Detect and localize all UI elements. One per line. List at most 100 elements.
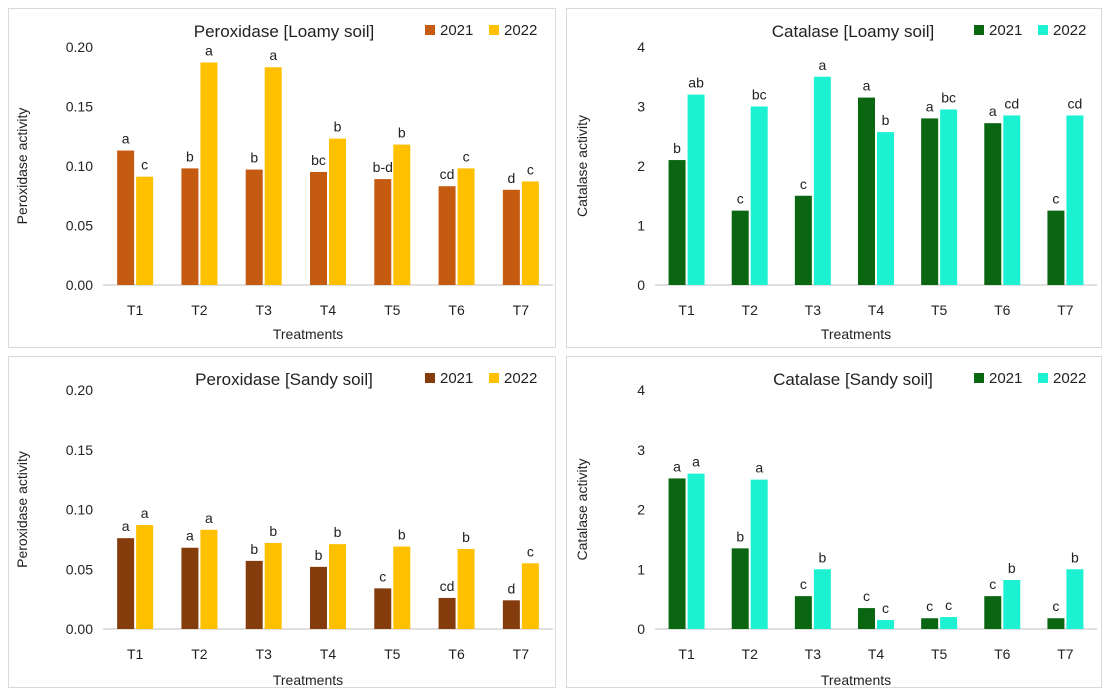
chart-title: Peroxidase [Loamy soil] xyxy=(194,22,374,41)
data-label-2022-T7: b xyxy=(1071,549,1079,565)
bar-2022-T5 xyxy=(393,144,411,285)
data-label-2022-T6: b xyxy=(462,529,470,545)
y-tick-label: 1 xyxy=(637,561,645,577)
x-axis-title: Treatments xyxy=(273,326,343,342)
data-label-2021-T3: b xyxy=(250,150,258,166)
bar-2022-T7 xyxy=(521,563,539,629)
chart-title: Peroxidase [Sandy soil] xyxy=(195,370,373,389)
data-label-2022-T6: c xyxy=(463,148,470,164)
x-tick-label-T6: T6 xyxy=(994,302,1011,318)
bar-2021-T6 xyxy=(984,596,1002,629)
data-label-2021-T6: cd xyxy=(440,166,455,182)
data-label-2021-T1: a xyxy=(122,131,130,147)
data-label-2022-T7: c xyxy=(527,543,534,559)
data-label-2022-T7: cd xyxy=(1068,95,1083,111)
y-axis-title: Peroxidase activity xyxy=(14,451,30,568)
bar-2021-T1 xyxy=(668,478,686,629)
bar-2022-T5 xyxy=(940,109,958,285)
data-label-2021-T7: d xyxy=(507,580,515,596)
bar-2021-T5 xyxy=(374,179,392,285)
x-tick-label-T3: T3 xyxy=(805,646,822,662)
data-label-2022-T5: b xyxy=(398,527,406,543)
x-tick-label-T6: T6 xyxy=(448,302,465,318)
bar-2021-T2 xyxy=(181,547,199,629)
data-label-2021-T3: c xyxy=(800,176,807,192)
x-tick-label-T2: T2 xyxy=(191,646,208,662)
bar-2022-T6 xyxy=(1003,115,1021,285)
data-label-2021-T2: b xyxy=(186,148,194,164)
x-tick-label-T7: T7 xyxy=(513,646,530,662)
legend-swatch-2021 xyxy=(974,373,984,383)
y-tick-label: 0.05 xyxy=(66,218,93,234)
bar-2021-T3 xyxy=(245,560,263,629)
data-label-2021-T5: a xyxy=(926,98,934,114)
legend-label-2021: 2021 xyxy=(440,370,473,387)
bar-2022-T6 xyxy=(457,168,475,285)
chart-title: Catalase [Loamy soil] xyxy=(772,22,935,41)
bar-2021-T2 xyxy=(181,168,199,285)
y-axis-title: Peroxidase activity xyxy=(14,108,30,225)
bar-2022-T4 xyxy=(877,132,894,285)
data-label-2021-T7: c xyxy=(1052,191,1059,207)
x-tick-label-T2: T2 xyxy=(742,646,759,662)
x-tick-label-T7: T7 xyxy=(513,302,530,318)
legend-swatch-2022 xyxy=(489,25,499,35)
data-label-2021-T4: b xyxy=(315,547,323,563)
bar-2021-T4 xyxy=(310,566,327,629)
data-label-2021-T2: a xyxy=(186,528,194,544)
data-label-2022-T3: a xyxy=(818,57,826,73)
y-tick-label: 3 xyxy=(637,99,645,115)
x-tick-label-T1: T1 xyxy=(678,646,695,662)
x-tick-label-T1: T1 xyxy=(678,302,695,318)
y-tick-label: 4 xyxy=(637,382,645,398)
bar-2021-T3 xyxy=(794,195,812,285)
bar-2021-T1 xyxy=(117,150,135,285)
data-label-2021-T3: b xyxy=(250,541,258,557)
data-label-2022-T5: b xyxy=(398,125,406,141)
legend-label-2021: 2021 xyxy=(989,22,1022,39)
chart-panel-peroxidase-sandy: 0.00 0.05 0.10 0.15 0.20 a a T1 a a T2 b b T3 b b T4 c b T5… xyxy=(8,356,556,688)
data-label-2022-T1: a xyxy=(692,454,700,470)
x-tick-label-T7: T7 xyxy=(1057,646,1074,662)
y-tick-label: 0.00 xyxy=(66,277,93,293)
data-label-2022-T3: b xyxy=(269,523,277,539)
bar-2021-T7 xyxy=(502,600,520,629)
bar-2022-T3 xyxy=(264,542,282,629)
x-tick-label-T3: T3 xyxy=(256,646,273,662)
legend-swatch-2021 xyxy=(974,25,984,35)
bar-2022-T2 xyxy=(750,479,768,629)
bar-2022-T4 xyxy=(329,138,346,285)
x-tick-label-T4: T4 xyxy=(320,302,337,318)
data-label-2022-T5: bc xyxy=(941,89,956,105)
legend-swatch-2021 xyxy=(425,373,435,383)
y-tick-label: 3 xyxy=(637,442,645,458)
chart-peroxidase-sandy: 0.000.050.100.150.20aaT1aaT2bbT3bbT4cbT5… xyxy=(14,370,553,687)
bar-2021-T5 xyxy=(921,118,939,286)
y-tick-label: 0.20 xyxy=(66,39,93,55)
data-label-2021-T5: b-d xyxy=(373,159,393,175)
x-tick-label-T4: T4 xyxy=(320,646,337,662)
bar-2021-T5 xyxy=(374,588,392,629)
y-axis-title: Catalase activity xyxy=(574,459,590,561)
x-tick-label-T1: T1 xyxy=(127,302,144,318)
x-axis-title: Treatments xyxy=(821,326,891,342)
bar-2022-T1 xyxy=(136,176,154,285)
legend-label-2022: 2022 xyxy=(504,22,537,39)
bar-2022-T7 xyxy=(1066,115,1084,285)
x-tick-label-T6: T6 xyxy=(448,646,465,662)
y-axis-title: Catalase activity xyxy=(574,115,590,217)
bar-2022-T3 xyxy=(813,76,831,285)
y-tick-label: 0.10 xyxy=(66,502,93,518)
data-label-2022-T1: c xyxy=(141,157,148,173)
y-tick-label: 0.00 xyxy=(66,621,93,637)
bar-2022-T7 xyxy=(1066,569,1084,629)
y-tick-label: 0 xyxy=(637,277,645,293)
bar-2021-T6 xyxy=(438,186,456,285)
bar-2021-T6 xyxy=(438,597,456,629)
data-label-2021-T2: c xyxy=(737,191,744,207)
x-tick-label-T6: T6 xyxy=(994,646,1011,662)
x-tick-label-T4: T4 xyxy=(868,302,885,318)
x-tick-label-T1: T1 xyxy=(127,646,144,662)
data-label-2021-T2: b xyxy=(736,528,744,544)
